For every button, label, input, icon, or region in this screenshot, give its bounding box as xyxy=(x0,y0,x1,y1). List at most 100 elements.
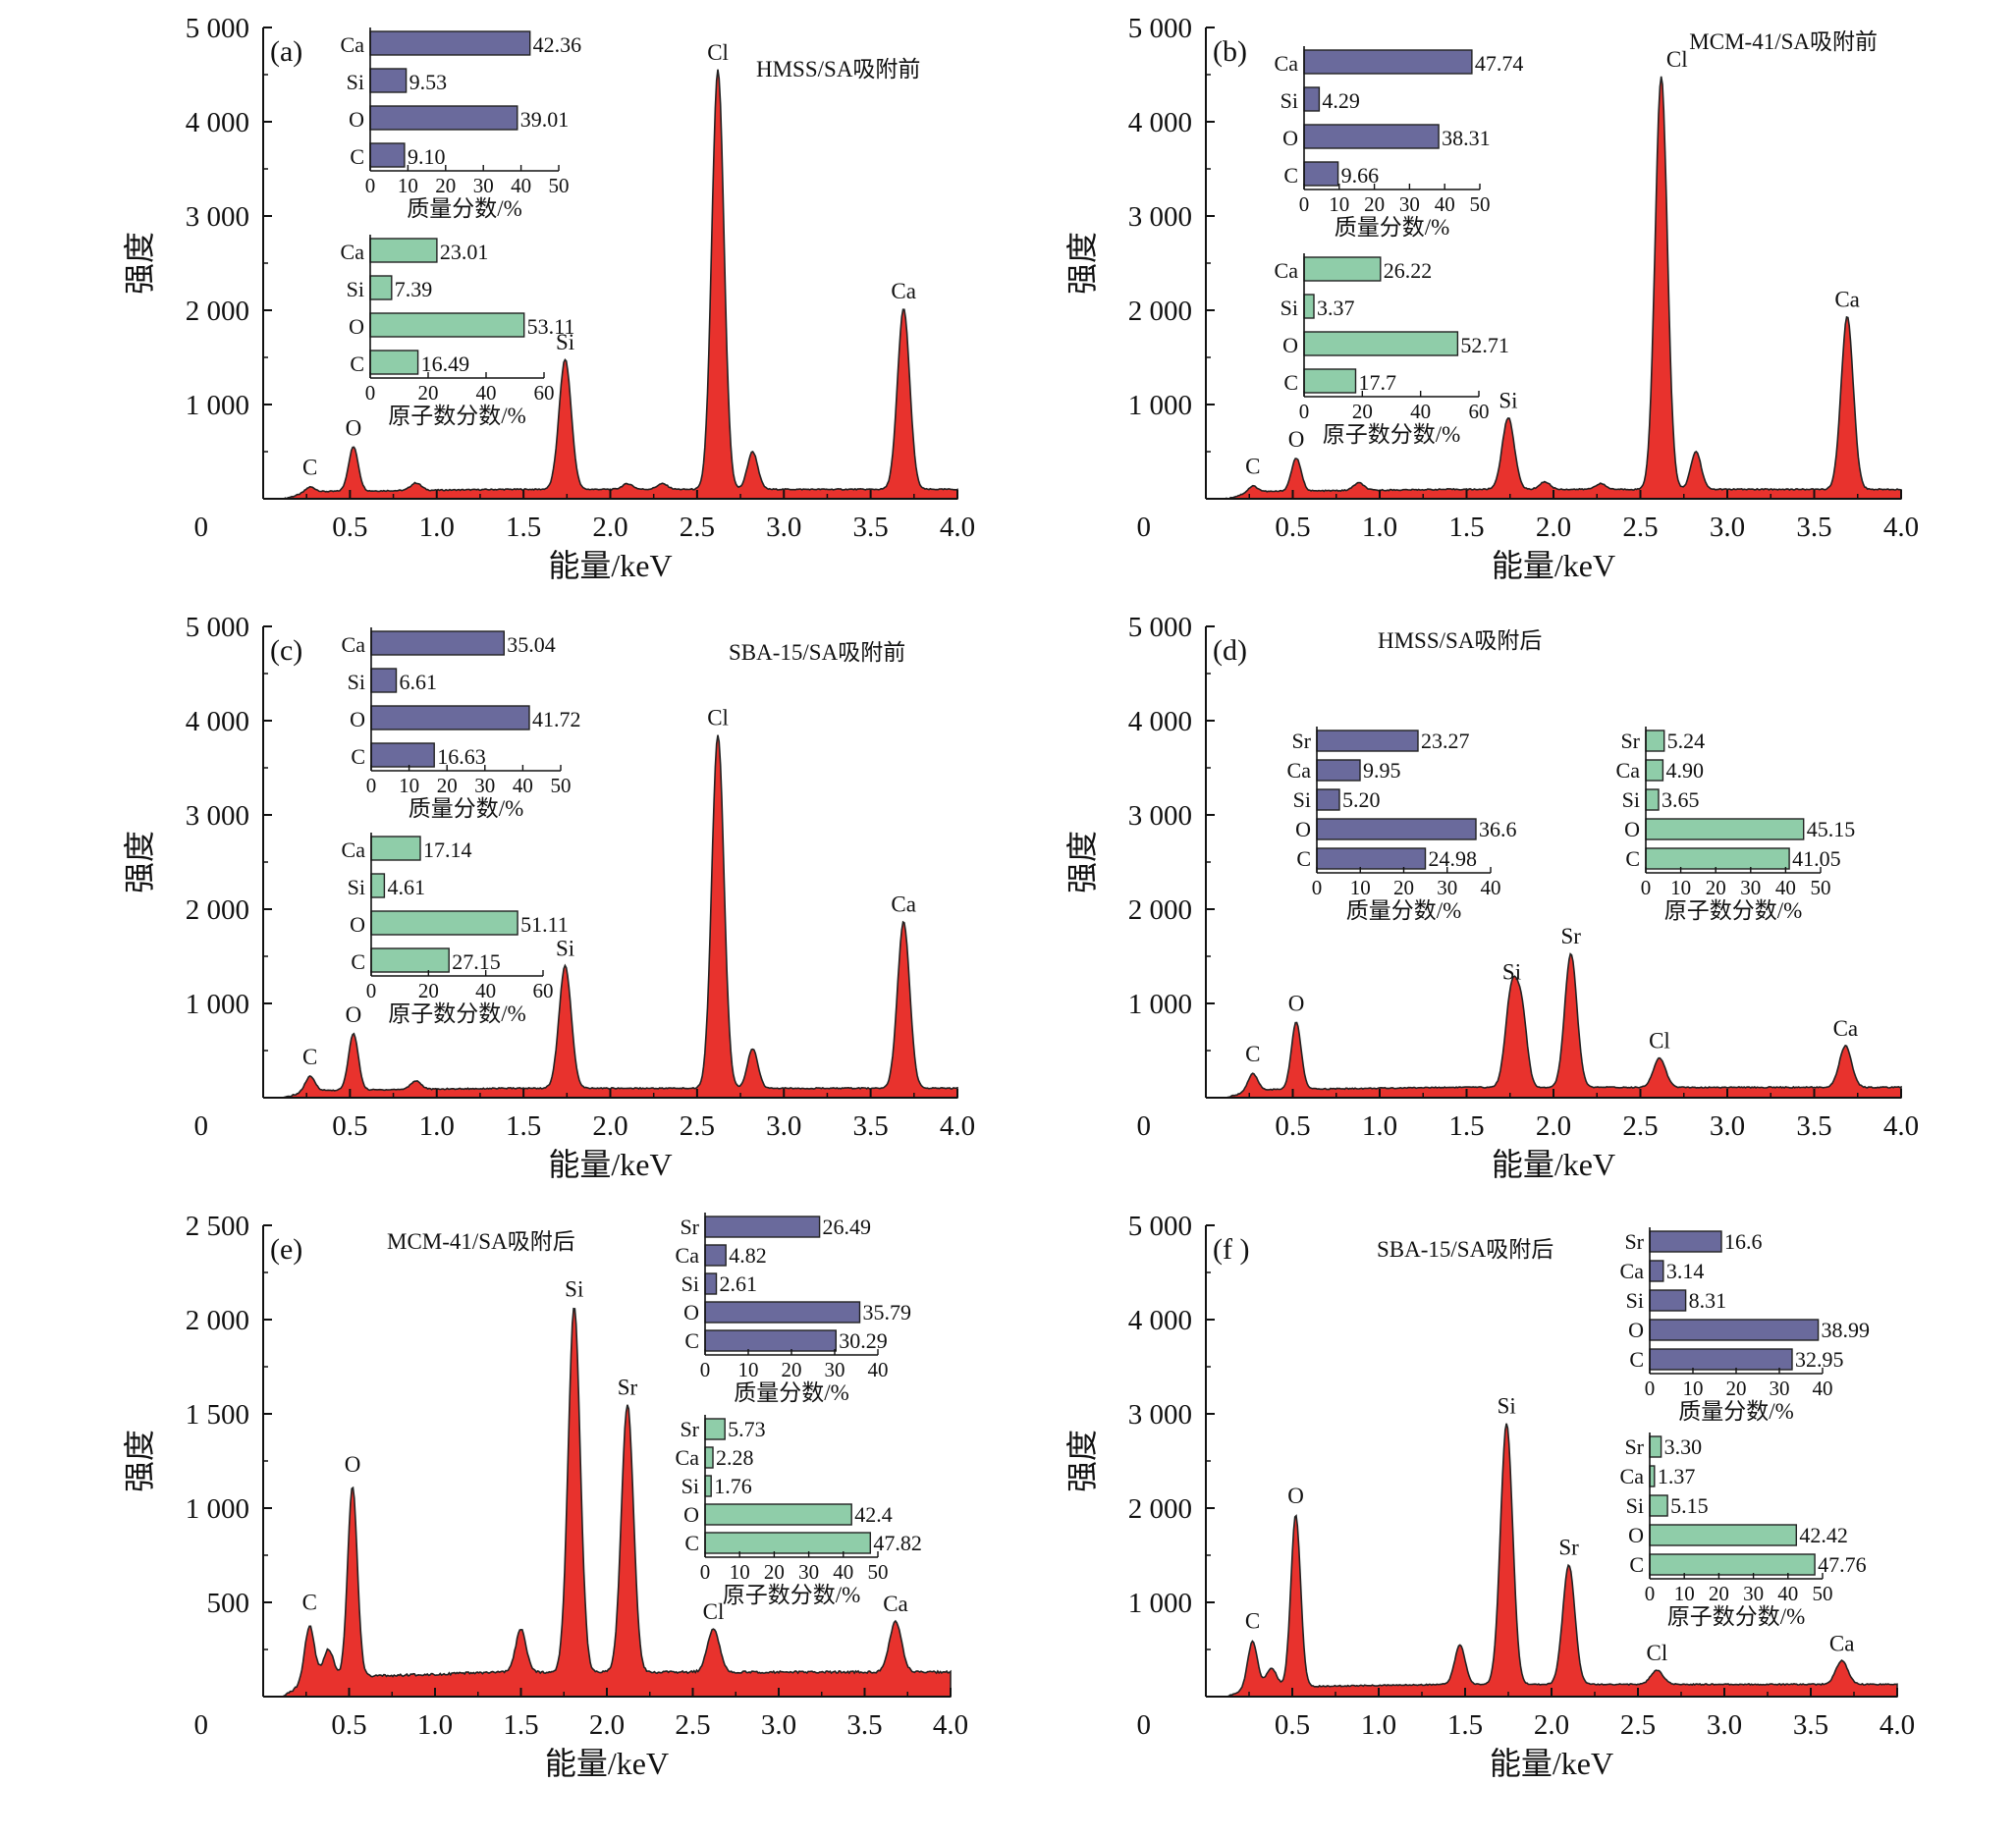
inset-bar-label: C xyxy=(1625,846,1640,871)
inset-tick-label: 10 xyxy=(398,174,418,197)
inset-bar-label: Si xyxy=(681,1474,699,1498)
x-origin-label: 0 xyxy=(1137,1110,1152,1142)
x-tick-label: 0.5 xyxy=(1275,1110,1310,1142)
x-tick-label: 2.0 xyxy=(1536,1110,1571,1142)
inset-tick-label: 0 xyxy=(365,174,376,197)
y-tick-label: 2 000 xyxy=(1128,1493,1192,1525)
eds-panel-6: 1 000 2 000 3 000 4 000 5 000 0.5 1.0 1.5 2.0 2.5… xyxy=(1064,1211,1915,1781)
inset-bar-label: Sr xyxy=(1291,729,1311,753)
x-tick-label: 4.0 xyxy=(1883,512,1919,543)
inset-tick-label: 20 xyxy=(1393,876,1414,899)
peak-label: Ca xyxy=(1829,1632,1855,1656)
inset-tick-label: 30 xyxy=(1770,1377,1790,1400)
inset-bar xyxy=(369,105,518,131)
panel-label: (d) xyxy=(1213,634,1247,667)
inset-bar xyxy=(1303,86,1321,112)
inset-tick-label: 30 xyxy=(798,1560,819,1584)
inset-bar xyxy=(1303,124,1440,149)
inset-tick-label: 10 xyxy=(1670,876,1691,899)
spectrum-area xyxy=(281,69,958,500)
inset-bar xyxy=(1649,1319,1820,1341)
inset-bar-label: O xyxy=(1282,333,1298,357)
inset-bar xyxy=(369,142,406,168)
inset-bar-label: Ca xyxy=(342,632,366,657)
inset-bar-value: 2.28 xyxy=(716,1445,754,1470)
spectrum-area xyxy=(1226,1423,1898,1698)
peak-label: Cl xyxy=(707,40,729,65)
inset-tick-label: 50 xyxy=(1811,876,1831,899)
inset-bar xyxy=(370,910,518,936)
inset-bar-value: 16.49 xyxy=(421,351,470,376)
y-tick-label: 5 000 xyxy=(1128,1211,1192,1242)
inset-tick-label: 40 xyxy=(475,979,496,1002)
inset-bar-value: 39.01 xyxy=(520,107,570,132)
inset-bar-value: 17.7 xyxy=(1359,370,1397,395)
inset-bar-label: O xyxy=(1295,817,1311,841)
inset-bar-value: 42.4 xyxy=(854,1502,893,1527)
y-tick-label: 4 000 xyxy=(1128,1305,1192,1336)
peak-label: O xyxy=(346,415,362,440)
panel-label: (c) xyxy=(270,634,302,667)
x-axis-label: 能量/keV xyxy=(1492,1147,1615,1182)
inset-tick-label: 20 xyxy=(1709,1582,1729,1605)
inset-bar-label: Ca xyxy=(341,240,365,264)
x-tick-label: 3.0 xyxy=(766,512,801,543)
inset-bar xyxy=(1649,1553,1816,1576)
inset-bar-label: Si xyxy=(1626,1288,1644,1313)
inset-bar-label: C xyxy=(1629,1552,1644,1577)
inset-atomic: Sr 5.24 Ca 4.90 Si 3.65 O 45.15 C 41.05 0 10 20 30 40 5… xyxy=(1616,727,1855,923)
inset-axis-title: 质量分数/% xyxy=(407,196,522,221)
inset-tick-label: 20 xyxy=(764,1560,785,1584)
peak-label: Cl xyxy=(1666,47,1688,72)
peak-label: Si xyxy=(1498,388,1517,412)
inset-bar-value: 36.6 xyxy=(1479,817,1517,841)
x-origin-label: 0 xyxy=(194,512,209,543)
x-tick-label: 2.0 xyxy=(592,1110,627,1142)
peak-label: C xyxy=(1245,455,1260,479)
x-tick-label: 2.0 xyxy=(592,512,627,543)
inset-bar xyxy=(1303,49,1473,75)
inset-tick-label: 0 xyxy=(1641,876,1652,899)
inset-bar-label: Si xyxy=(1280,296,1298,320)
y-tick-label: 500 xyxy=(207,1588,250,1619)
x-tick-label: 4.0 xyxy=(933,1709,968,1741)
inset-tick-label: 50 xyxy=(868,1560,889,1584)
inset-bar-label: C xyxy=(684,1531,699,1555)
inset-bar-value: 9.10 xyxy=(408,144,446,169)
inset-bar xyxy=(1645,759,1664,782)
inset-bar xyxy=(1316,759,1361,782)
inset-bar xyxy=(1303,368,1357,394)
panel-title: MCM-41/SA吸附后 xyxy=(387,1229,575,1254)
peak-label: O xyxy=(1288,427,1305,452)
peak-label: Cl xyxy=(1646,1641,1667,1665)
peak-label: O xyxy=(346,1002,362,1027)
x-tick-label: 2.0 xyxy=(1534,1709,1569,1741)
x-tick-label: 1.0 xyxy=(417,1709,453,1741)
inset-tick-label: 50 xyxy=(1470,192,1491,216)
y-axis-label: 强度 xyxy=(122,232,157,295)
inset-tick-label: 40 xyxy=(1410,400,1431,423)
inset-tick-label: 30 xyxy=(1743,1582,1764,1605)
y-axis-label: 强度 xyxy=(122,1430,157,1492)
inset-bar-label: Ca xyxy=(341,32,365,57)
eds-panel-4: 1 000 2 000 3 000 4 000 5 000 0.5 1.0 1.5 2.0 2.5… xyxy=(1064,612,1919,1182)
inset-tick-label: 40 xyxy=(833,1560,853,1584)
inset-tick-label: 10 xyxy=(738,1358,759,1381)
inset-tick-label: 40 xyxy=(1481,876,1501,899)
inset-bar-label: C xyxy=(350,351,364,376)
inset-axis-title: 原子数分数/% xyxy=(1667,1604,1806,1629)
inset-bar-value: 35.04 xyxy=(507,632,556,657)
inset-bar-value: 9.95 xyxy=(1363,758,1401,783)
inset-bar-label: Si xyxy=(348,670,365,694)
inset-tick-label: 10 xyxy=(1674,1582,1695,1605)
inset-axis-title: 质量分数/% xyxy=(1678,1399,1794,1424)
x-tick-label: 1.5 xyxy=(506,1110,541,1142)
inset-bar-value: 47.82 xyxy=(873,1531,922,1555)
peak-label: O xyxy=(345,1452,361,1477)
inset-bar xyxy=(1645,730,1665,752)
panel-title: HMSS/SA吸附前 xyxy=(756,57,920,81)
inset-bar-value: 24.98 xyxy=(1429,846,1478,871)
inset-bar-value: 41.72 xyxy=(532,707,581,731)
y-tick-label: 5 000 xyxy=(186,13,249,44)
inset-bar-value: 6.61 xyxy=(400,670,438,694)
